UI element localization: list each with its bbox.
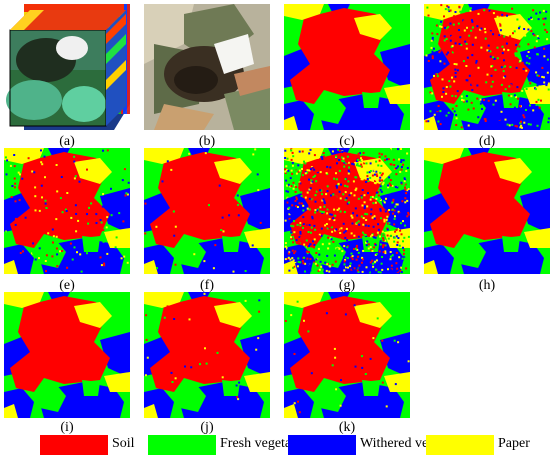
- legend-swatch-withered-vegetation: [288, 435, 356, 455]
- caption-c: (c): [339, 134, 355, 149]
- legend-swatch-soil: [40, 435, 108, 455]
- classification-map-svg: [284, 148, 410, 274]
- panel-i-classification-map: [4, 292, 130, 418]
- legend: Soil Fresh vegetation Withered vegetatio…: [0, 433, 550, 457]
- panel-a-hypercube: [4, 4, 130, 130]
- classification-map-svg: [4, 148, 130, 274]
- panel-k-classification-map: [284, 292, 410, 418]
- panel-j-classification-map: [144, 292, 270, 418]
- panel-e-classification-map: [4, 148, 130, 274]
- legend-swatch-paper: [426, 435, 494, 455]
- legend-swatch-fresh-vegetation: [148, 435, 216, 455]
- caption-h: (h): [478, 278, 496, 293]
- panel-g-classification-map: [284, 148, 410, 274]
- caption-i: (i): [60, 420, 74, 435]
- panel-b-photo: [144, 4, 270, 130]
- classification-map-svg: [4, 292, 130, 418]
- caption-e: (e): [59, 278, 75, 293]
- legend-label-soil: Soil: [112, 436, 135, 451]
- panel-f-classification-map: [144, 148, 270, 274]
- classification-map-svg: [144, 292, 270, 418]
- caption-d: (d): [478, 134, 496, 149]
- legend-label-paper: Paper: [498, 436, 530, 451]
- caption-k: (k): [338, 420, 356, 435]
- panel-c-classification-map: [284, 4, 410, 130]
- hyperspectral-cube-image: [4, 4, 130, 130]
- classification-map-svg: [284, 292, 410, 418]
- classification-map-svg: [144, 148, 270, 274]
- caption-g: (g): [338, 278, 356, 293]
- rgb-photo-image: [144, 4, 270, 130]
- panel-d-classification-map: [424, 4, 550, 130]
- caption-f: (f): [200, 278, 214, 293]
- classification-map-svg: [424, 148, 550, 274]
- caption-b: (b): [198, 134, 216, 149]
- panel-h-classification-map: [424, 148, 550, 274]
- classification-map-svg: [284, 4, 410, 130]
- classification-map-svg: [424, 4, 550, 130]
- caption-j: (j): [200, 420, 214, 435]
- caption-a: (a): [59, 134, 75, 149]
